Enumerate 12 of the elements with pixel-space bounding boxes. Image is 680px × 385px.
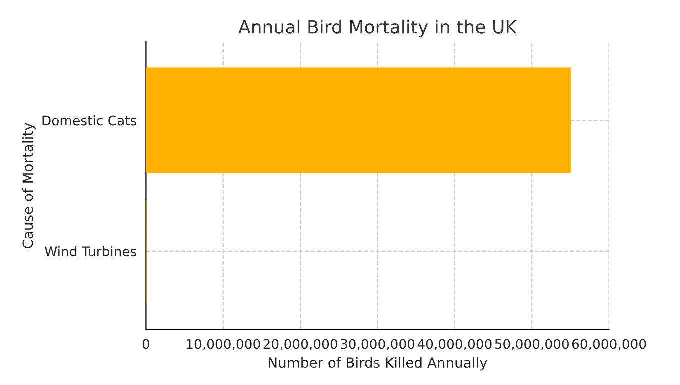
- chart-title: Annual Bird Mortality in the UK: [238, 20, 518, 38]
- x-tick-label: 10,000,000: [187, 339, 260, 351]
- x-tick-label: 30,000,000: [340, 339, 415, 351]
- x-tick-label: 0: [142, 339, 150, 350]
- x-tick-label: 40,000,000: [418, 339, 492, 351]
- x-tick-label: 20,000,000: [264, 339, 338, 351]
- x-tick-label: 50,000,000: [495, 339, 569, 351]
- x-axis-title: Number of Birds Killed Annually: [269, 357, 488, 371]
- y-tick-label: Domestic Cats: [42, 115, 137, 126]
- x-tick-label: 60,000,000: [572, 339, 646, 351]
- y-axis-title: Cause of Mortality: [22, 123, 36, 248]
- y-tick-label: Wind Turbines: [45, 246, 137, 257]
